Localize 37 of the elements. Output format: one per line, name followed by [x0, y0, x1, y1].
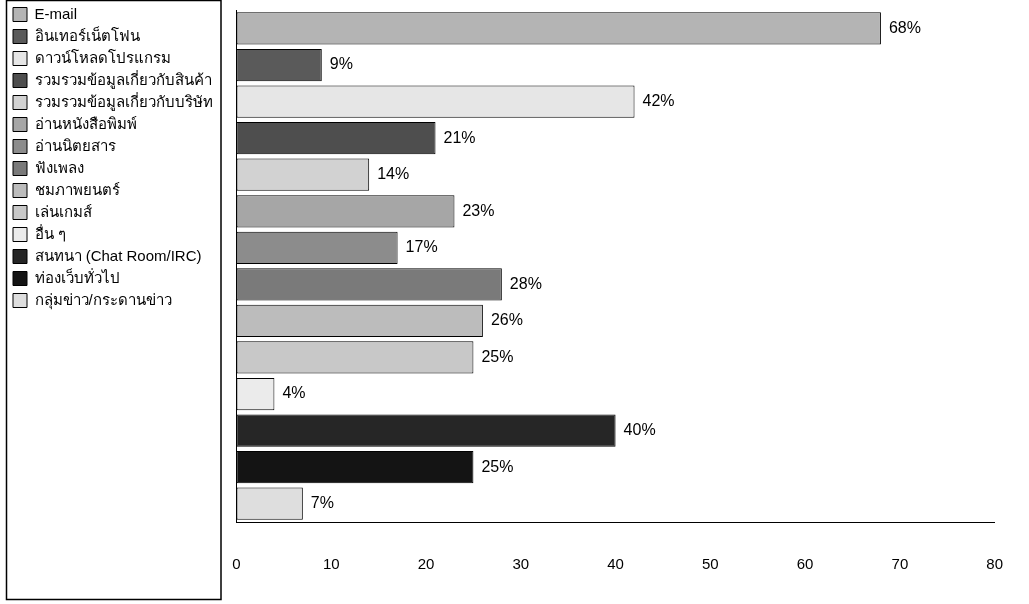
x-tick-label: 0	[232, 555, 241, 573]
data-label: 21%	[443, 128, 476, 146]
data-label: 17%	[405, 238, 438, 256]
legend-label: อื่น ๆ	[34, 222, 66, 242]
x-tick-label: 30	[512, 555, 530, 573]
data-label: 68%	[888, 18, 921, 36]
legend-label: อ่านนิตยสาร	[34, 136, 116, 154]
data-label: 9%	[329, 55, 353, 73]
x-tick-label: 80	[986, 555, 1003, 573]
x-tick-label: 40	[607, 555, 624, 573]
data-label: 40%	[623, 421, 656, 439]
legend-label: ฟังเพลง	[34, 158, 84, 176]
legend-label: สนทนา (Chat Room/IRC)	[34, 246, 202, 264]
data-label: 25%	[481, 347, 514, 365]
legend-label: กลุ่มข่าว/กระดานข่าว	[34, 290, 172, 310]
legend-label: รวมรวมข้อมูลเกี่ยวกับบริษัท	[34, 90, 213, 111]
legend-label: E-mail	[34, 4, 78, 22]
data-label: 26%	[490, 311, 523, 329]
x-tick-label: 50	[702, 555, 719, 573]
legend-label: ชมภาพยนตร์	[34, 180, 120, 198]
legend-label: ท่องเว็บทั่วไป	[34, 266, 120, 286]
x-tick-label: 70	[891, 555, 909, 573]
data-label: 23%	[462, 201, 495, 219]
data-label: 7%	[310, 494, 334, 512]
legend-label: รวมรวมข้อมูลเกี่ยวกับสินค้า	[34, 68, 212, 89]
legend-label: อ่านหนังสือพิมพ์	[34, 114, 137, 132]
data-label: 28%	[509, 274, 542, 292]
data-label: 42%	[642, 92, 675, 109]
data-label: 4%	[282, 384, 306, 402]
legend-label: อินเทอร์เน็ตโฟน	[34, 25, 140, 44]
x-tick-label: 10	[322, 555, 340, 573]
x-tick-label: 20	[417, 555, 435, 573]
legend-label: ดาวน์โหลดโปรแกรม	[34, 48, 171, 66]
data-label: 25%	[481, 457, 514, 475]
legend-label: เล่นเกมส์	[34, 202, 92, 220]
data-label: 14%	[377, 165, 410, 183]
x-tick-label: 60	[796, 555, 814, 573]
